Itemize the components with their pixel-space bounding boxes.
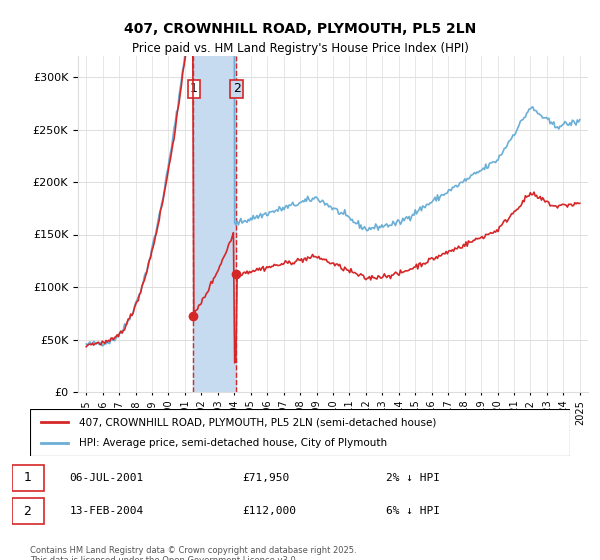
Text: 06-JUL-2001: 06-JUL-2001 (70, 473, 144, 483)
Text: 2: 2 (23, 505, 31, 517)
Text: HPI: Average price, semi-detached house, City of Plymouth: HPI: Average price, semi-detached house,… (79, 438, 387, 448)
Text: Price paid vs. HM Land Registry's House Price Index (HPI): Price paid vs. HM Land Registry's House … (131, 42, 469, 55)
FancyBboxPatch shape (12, 498, 44, 524)
Text: Contains HM Land Registry data © Crown copyright and database right 2025.
This d: Contains HM Land Registry data © Crown c… (30, 546, 356, 560)
Text: 1: 1 (190, 82, 198, 95)
Text: 6% ↓ HPI: 6% ↓ HPI (386, 506, 440, 516)
FancyBboxPatch shape (12, 465, 44, 491)
Text: £71,950: £71,950 (242, 473, 290, 483)
Text: £112,000: £112,000 (242, 506, 296, 516)
Bar (193, 56, 236, 392)
FancyBboxPatch shape (30, 409, 570, 456)
Text: 407, CROWNHILL ROAD, PLYMOUTH, PL5 2LN (semi-detached house): 407, CROWNHILL ROAD, PLYMOUTH, PL5 2LN (… (79, 417, 436, 427)
Text: 13-FEB-2004: 13-FEB-2004 (70, 506, 144, 516)
Text: 1: 1 (23, 472, 31, 484)
Text: 407, CROWNHILL ROAD, PLYMOUTH, PL5 2LN: 407, CROWNHILL ROAD, PLYMOUTH, PL5 2LN (124, 22, 476, 36)
Text: 2: 2 (233, 82, 241, 95)
Text: 2% ↓ HPI: 2% ↓ HPI (386, 473, 440, 483)
